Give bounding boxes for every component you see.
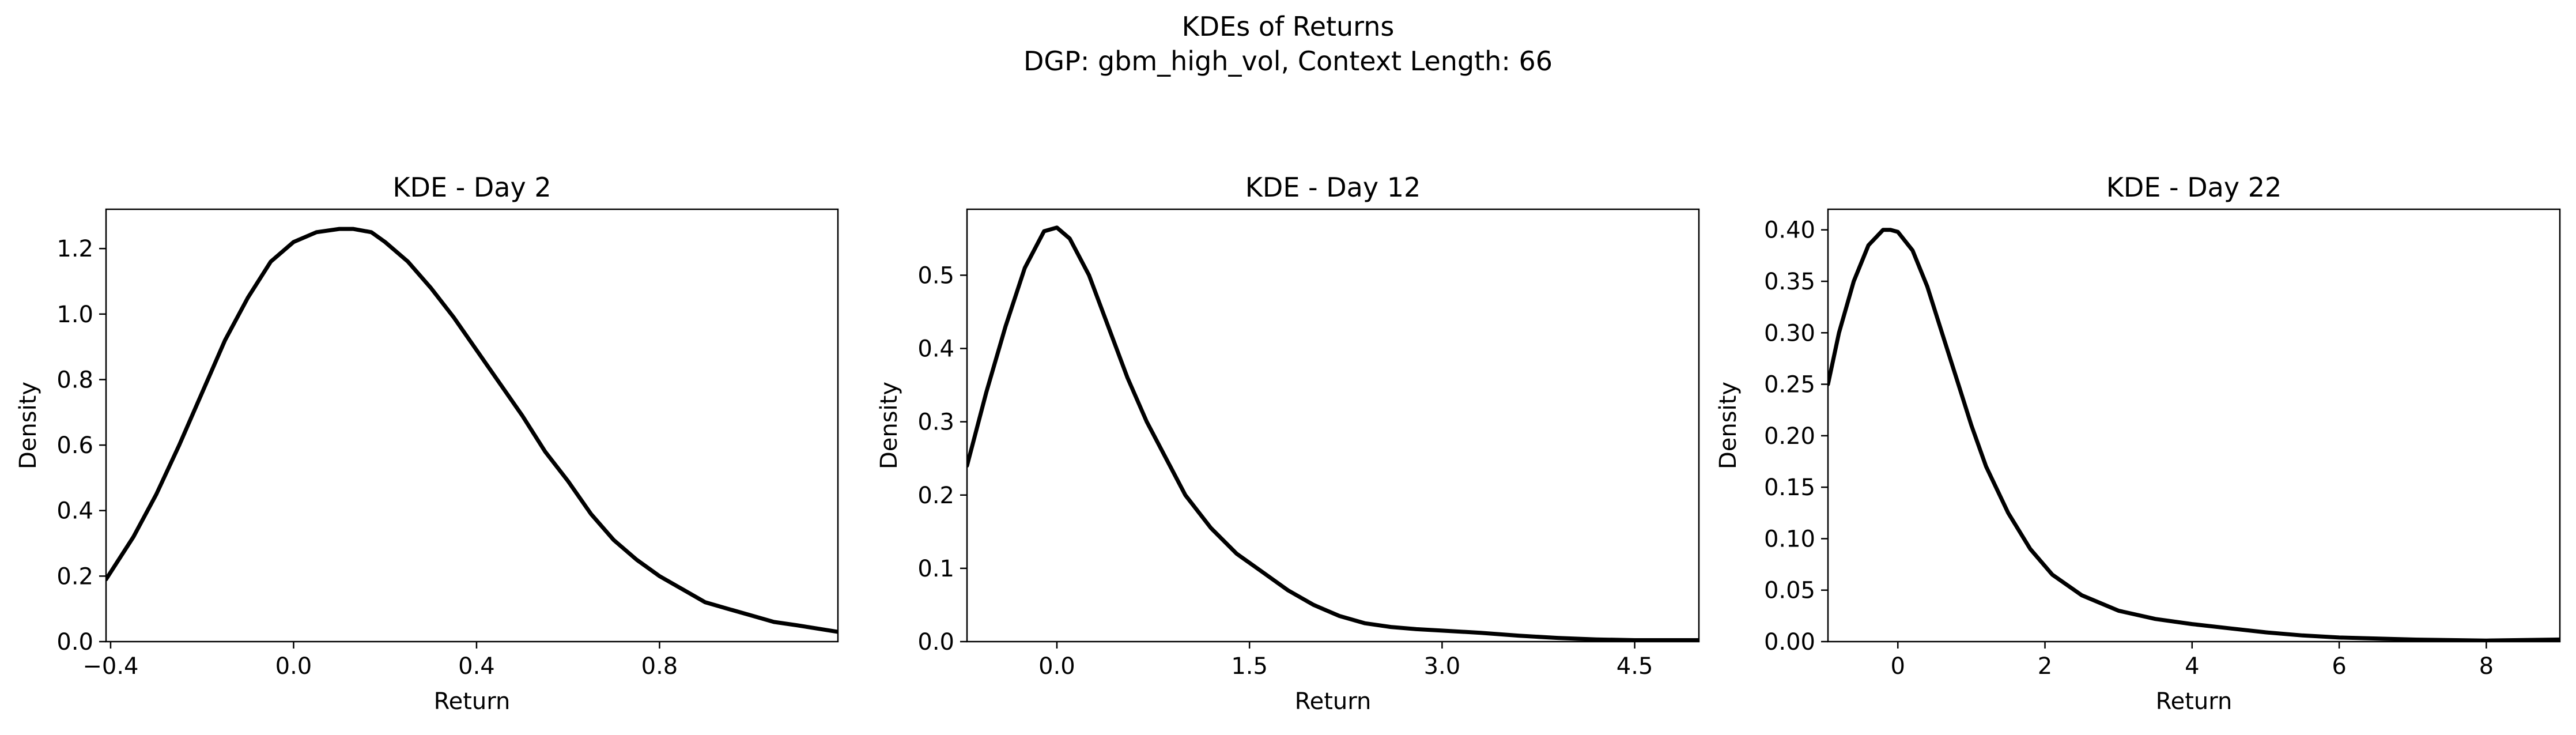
y-tick-label: 0.10 [1764, 526, 1815, 552]
y-tick-label: 0.05 [1764, 578, 1815, 604]
kde-curve-series [106, 227, 838, 634]
y-tick-label: 0.0 [56, 629, 93, 655]
kde-curve-series [967, 225, 1699, 642]
subplot-day-22: 0 2 4 6 8 0.00 0.05 0.10 0.15 0.20 0.25 0.30 0.35 0.4… [1715, 172, 2561, 715]
y-tick-label: 0.2 [56, 563, 93, 590]
y-tick-label: 0.4 [917, 336, 954, 363]
y-tick-label: 0.1 [917, 556, 954, 582]
x-tick-label: 2 [2038, 653, 2052, 680]
y-tick-label: 0.25 [1764, 372, 1815, 398]
x-tick-label: 0 [1891, 653, 1905, 680]
y-tick-label: 0.30 [1764, 320, 1815, 346]
x-tick-label: 0.4 [458, 653, 495, 680]
y-tick-label: 0.35 [1764, 269, 1815, 295]
axes-frame [1827, 208, 2561, 643]
x-tick-label: 4 [2185, 653, 2199, 680]
subplot-day-12: 0.0 1.5 3.0 4.5 0.0 0.1 0.2 0.3 0.4 0.5 KDE - Day … [876, 172, 1700, 715]
y-tick-label: 0.4 [56, 498, 93, 525]
x-axis-label: Return [2156, 688, 2233, 715]
x-tick-label: 3.0 [1424, 653, 1461, 680]
y-tick-label: 0.00 [1764, 629, 1815, 655]
y-axis-label: Density [1715, 382, 1742, 469]
y-tick-label: 0.8 [56, 367, 93, 393]
subplot-title: KDE - Day 22 [2106, 172, 2282, 203]
axes-frame [105, 208, 839, 643]
subplot-title: KDE - Day 12 [1245, 172, 1421, 203]
x-axis-label: Return [434, 688, 511, 715]
x-tick-label: 8 [2479, 653, 2494, 680]
x-tick-label: 6 [2332, 653, 2346, 680]
y-axis-label: Density [15, 382, 41, 469]
y-tick-label: 0.5 [917, 262, 954, 289]
x-tick-label: 0.0 [275, 653, 312, 680]
y-tick-label: 0.6 [56, 432, 93, 459]
x-tick-label: 0.0 [1038, 653, 1075, 680]
x-axis-label: Return [1295, 688, 1372, 715]
y-tick-label: 0.0 [917, 629, 954, 655]
y-tick-label: 0.3 [917, 409, 954, 436]
x-tick-label: 4.5 [1616, 653, 1653, 680]
y-tick-label: 0.15 [1764, 474, 1815, 501]
y-tick-label: 0.2 [917, 483, 954, 509]
y-tick-label: 1.0 [56, 301, 93, 328]
y-tick-label: 0.40 [1764, 217, 1815, 244]
y-tick-label: 0.20 [1764, 423, 1815, 450]
subplot-title: KDE - Day 2 [392, 172, 551, 203]
y-axis-label: Density [876, 382, 902, 469]
axes-frame [966, 208, 1700, 643]
kde-curve-series [1828, 228, 2560, 642]
x-tick-label: 0.8 [641, 653, 678, 680]
x-tick-label: 1.5 [1231, 653, 1268, 680]
x-tick-label: −0.4 [82, 653, 138, 680]
y-tick-label: 1.2 [56, 236, 93, 262]
figure-title-line2: DGP: gbm_high_vol, Context Length: 66 [1023, 46, 1553, 77]
figure-title-line1: KDEs of Returns [1182, 11, 1395, 42]
